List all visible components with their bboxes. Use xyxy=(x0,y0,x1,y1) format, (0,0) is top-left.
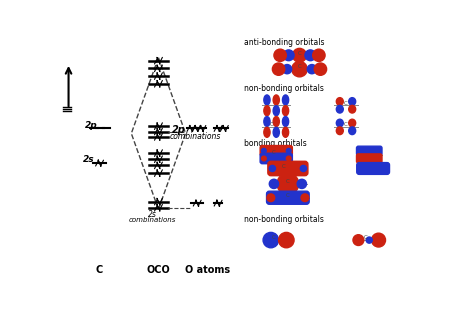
Text: C: C xyxy=(364,235,367,240)
Text: C: C xyxy=(286,193,290,198)
Text: anti-bonding orbitals: anti-bonding orbitals xyxy=(244,38,324,47)
Circle shape xyxy=(269,165,275,171)
Circle shape xyxy=(279,232,294,248)
Text: 2s: 2s xyxy=(82,155,94,164)
Ellipse shape xyxy=(283,127,289,137)
Ellipse shape xyxy=(264,106,270,116)
FancyBboxPatch shape xyxy=(356,146,382,156)
Ellipse shape xyxy=(349,127,356,135)
Circle shape xyxy=(269,179,279,188)
Text: non-bonding orbitals: non-bonding orbitals xyxy=(244,215,324,224)
Text: combinations: combinations xyxy=(169,132,221,141)
Text: O atoms: O atoms xyxy=(185,265,231,275)
Ellipse shape xyxy=(264,116,270,126)
Ellipse shape xyxy=(349,119,356,127)
Circle shape xyxy=(307,65,317,74)
Text: C: C xyxy=(344,122,348,127)
Circle shape xyxy=(286,148,291,153)
Text: bonding orbitals: bonding orbitals xyxy=(244,139,307,148)
Circle shape xyxy=(267,194,275,201)
Ellipse shape xyxy=(264,127,270,137)
Circle shape xyxy=(301,194,309,201)
Text: 2s: 2s xyxy=(148,210,157,219)
FancyBboxPatch shape xyxy=(268,161,308,176)
Circle shape xyxy=(313,49,325,61)
Circle shape xyxy=(283,65,292,74)
Ellipse shape xyxy=(273,95,279,105)
Circle shape xyxy=(262,156,266,161)
FancyBboxPatch shape xyxy=(260,145,292,156)
Circle shape xyxy=(273,63,285,75)
Text: C: C xyxy=(282,164,286,169)
Ellipse shape xyxy=(283,116,289,126)
Text: C: C xyxy=(272,235,276,240)
Ellipse shape xyxy=(283,95,289,105)
Circle shape xyxy=(305,50,316,61)
Ellipse shape xyxy=(264,95,270,105)
Circle shape xyxy=(292,48,307,62)
Text: C: C xyxy=(298,64,301,69)
FancyBboxPatch shape xyxy=(357,163,390,174)
Circle shape xyxy=(300,165,307,171)
Circle shape xyxy=(274,49,286,61)
Text: C: C xyxy=(344,100,348,106)
Ellipse shape xyxy=(273,106,279,116)
FancyBboxPatch shape xyxy=(260,153,292,164)
FancyBboxPatch shape xyxy=(356,154,382,163)
Circle shape xyxy=(314,63,327,75)
Text: C: C xyxy=(298,51,301,55)
Circle shape xyxy=(353,235,364,245)
Circle shape xyxy=(286,156,291,161)
Text: OCO: OCO xyxy=(146,265,170,275)
Text: combinations: combinations xyxy=(128,217,176,223)
Circle shape xyxy=(263,232,279,248)
Circle shape xyxy=(297,179,307,188)
Ellipse shape xyxy=(283,106,289,116)
Circle shape xyxy=(262,148,266,153)
Circle shape xyxy=(292,61,307,77)
Ellipse shape xyxy=(337,119,343,127)
Circle shape xyxy=(283,50,294,61)
Circle shape xyxy=(277,173,299,195)
Ellipse shape xyxy=(273,116,279,126)
FancyBboxPatch shape xyxy=(266,191,309,204)
Text: 2p: 2p xyxy=(85,121,98,130)
Circle shape xyxy=(372,233,385,247)
Ellipse shape xyxy=(337,98,343,105)
Ellipse shape xyxy=(337,105,343,113)
Text: C: C xyxy=(286,179,290,184)
Text: C: C xyxy=(270,122,273,127)
Text: 2p: 2p xyxy=(173,125,186,135)
Text: C: C xyxy=(271,150,275,155)
Ellipse shape xyxy=(337,127,343,135)
Circle shape xyxy=(366,237,373,243)
Ellipse shape xyxy=(273,127,279,137)
Ellipse shape xyxy=(349,105,356,113)
Text: C: C xyxy=(96,265,103,275)
Ellipse shape xyxy=(349,98,356,105)
Text: non-bonding orbitals: non-bonding orbitals xyxy=(244,84,324,94)
